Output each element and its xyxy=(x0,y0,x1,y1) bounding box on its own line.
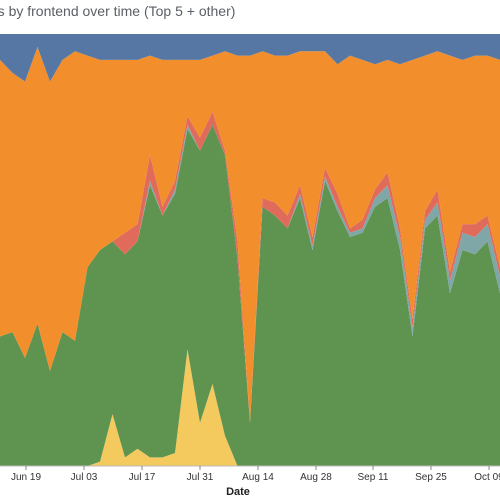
x-tick-label: Sep 25 xyxy=(415,472,447,483)
x-tick-label: Jul 03 xyxy=(71,472,98,483)
area-series-5 xyxy=(0,34,500,82)
x-axis-label: Date xyxy=(226,486,250,498)
chart-title: nts by frontend over time (Top 5 + other… xyxy=(0,3,236,19)
area-series-1 xyxy=(0,124,500,466)
x-tick-label: Jul 17 xyxy=(129,472,156,483)
x-tick-label: Jul 31 xyxy=(187,472,214,483)
area-series-2 xyxy=(0,124,500,423)
x-tick-label: Jun 19 xyxy=(11,472,41,483)
x-tick-label: Oct 09 xyxy=(474,472,500,483)
area-layers xyxy=(0,34,500,466)
x-tick-label: Sep 11 xyxy=(358,472,389,483)
x-tick-label: Aug 28 xyxy=(300,472,332,483)
area-series-4 xyxy=(0,46,500,423)
x-axis-ticks: Jun 19 Jul 03 Jul 17 Jul 31 Aug 14 Aug 28 Sep … xyxy=(11,466,500,483)
x-tick-label: Aug 14 xyxy=(242,472,274,483)
